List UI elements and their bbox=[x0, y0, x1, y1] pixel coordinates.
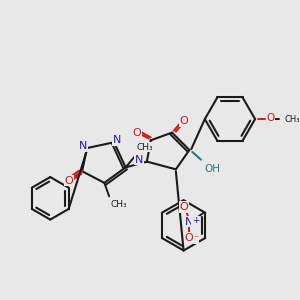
Text: O: O bbox=[267, 113, 275, 123]
Text: O: O bbox=[133, 128, 142, 138]
Text: OH: OH bbox=[205, 164, 221, 173]
Text: O: O bbox=[184, 233, 193, 243]
Text: ⁻: ⁻ bbox=[193, 234, 198, 244]
Text: N: N bbox=[113, 135, 121, 145]
Text: O: O bbox=[64, 176, 73, 186]
Text: N: N bbox=[135, 155, 143, 165]
Text: N: N bbox=[79, 141, 87, 151]
Text: CH₃: CH₃ bbox=[136, 143, 153, 152]
Text: CH₃: CH₃ bbox=[110, 200, 127, 209]
Text: CH₃: CH₃ bbox=[284, 115, 300, 124]
Text: O: O bbox=[180, 202, 188, 212]
Text: O: O bbox=[179, 116, 188, 126]
Text: +: + bbox=[192, 216, 200, 225]
Text: N: N bbox=[185, 217, 193, 226]
